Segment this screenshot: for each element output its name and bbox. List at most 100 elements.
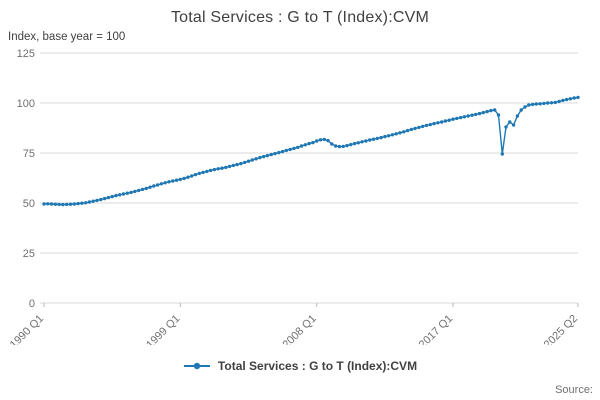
data-point <box>273 151 277 156</box>
data-point <box>246 159 251 163</box>
data-point <box>371 137 376 141</box>
data-point <box>349 142 353 147</box>
data-point <box>443 119 448 123</box>
data-point <box>212 167 217 172</box>
data-point <box>167 180 171 184</box>
x-tick-label: 1990 Q1 <box>8 313 46 345</box>
data-point <box>383 134 387 139</box>
data-point <box>152 184 156 188</box>
data-point <box>458 115 463 120</box>
data-point <box>292 146 296 151</box>
data-point <box>447 118 451 122</box>
data-point <box>72 202 77 206</box>
data-point <box>561 98 565 103</box>
data-point <box>197 171 201 176</box>
data-point <box>546 101 550 105</box>
data-point <box>91 199 95 203</box>
y-axis-note: Index, base year = 100 <box>8 31 126 43</box>
legend-label: Total Services : G to T (Index):CVM <box>217 359 418 373</box>
data-point <box>413 126 417 131</box>
data-point <box>477 111 482 116</box>
data-point <box>61 202 65 207</box>
data-point <box>208 168 213 173</box>
data-point <box>379 135 383 140</box>
data-point <box>155 183 160 187</box>
data-point <box>493 108 497 112</box>
data-point <box>182 176 186 181</box>
data-point <box>254 157 258 161</box>
data-point <box>474 112 478 117</box>
data-point <box>527 103 531 107</box>
data-point <box>455 116 459 121</box>
data-point <box>504 125 508 129</box>
data-point <box>163 181 167 185</box>
data-point <box>84 201 88 205</box>
data-point <box>398 131 402 135</box>
data-point <box>368 138 372 142</box>
data-point <box>352 141 357 146</box>
data-point <box>515 114 520 118</box>
data-point <box>186 175 190 179</box>
data-point <box>436 121 440 125</box>
data-point <box>451 117 455 121</box>
data-point <box>322 137 326 142</box>
data-point <box>148 185 152 189</box>
chart-svg: 0 25 50 75 100 125 1990 Q1 1999 Q1 2008 Q1 2017 Q… <box>8 48 580 345</box>
data-point <box>95 198 99 203</box>
data-point <box>421 124 425 129</box>
data-point <box>553 100 557 105</box>
data-point <box>118 193 122 197</box>
data-point <box>409 127 414 132</box>
x-tick-label: 2017 Q1 <box>417 313 455 345</box>
data-point <box>534 102 538 106</box>
data-point <box>356 141 360 145</box>
data-point <box>296 145 300 150</box>
data-point <box>49 202 54 206</box>
data-point <box>159 182 164 186</box>
data-point <box>205 169 209 174</box>
data-point <box>402 130 406 134</box>
data-point <box>269 152 273 157</box>
data-point <box>42 202 46 206</box>
data-point <box>76 201 80 206</box>
data-point <box>481 110 485 115</box>
y-tick-label: 50 <box>23 198 35 210</box>
data-point <box>258 155 262 160</box>
series-line <box>43 96 579 206</box>
data-point <box>576 95 580 100</box>
data-point <box>364 139 368 143</box>
data-point <box>564 97 569 102</box>
data-point <box>114 193 118 198</box>
data-point <box>432 121 436 126</box>
data-point <box>46 202 50 206</box>
data-point <box>428 122 432 127</box>
data-point <box>121 192 126 196</box>
data-point <box>307 141 311 146</box>
data-point <box>568 97 573 101</box>
y-tick-label: 25 <box>23 248 35 260</box>
data-point <box>318 138 323 142</box>
data-point <box>489 108 493 113</box>
data-point <box>333 144 338 148</box>
data-point <box>405 128 410 133</box>
data-point <box>144 186 148 191</box>
data-point <box>178 177 182 182</box>
data-point <box>386 134 391 138</box>
data-point <box>424 123 429 128</box>
data-point <box>284 148 289 153</box>
data-point <box>360 140 364 144</box>
data-point <box>303 143 307 147</box>
data-point <box>538 102 542 106</box>
data-point <box>102 196 107 201</box>
legend: Total Services : G to T (Index):CVM <box>0 359 600 373</box>
data-point <box>557 99 561 104</box>
data-point <box>542 101 546 106</box>
data-point <box>326 138 330 143</box>
data-point <box>243 160 247 165</box>
data-point <box>277 150 281 155</box>
data-point <box>220 166 224 170</box>
data-point <box>137 188 141 193</box>
y-tick-label: 0 <box>29 298 35 310</box>
data-point <box>193 172 198 177</box>
